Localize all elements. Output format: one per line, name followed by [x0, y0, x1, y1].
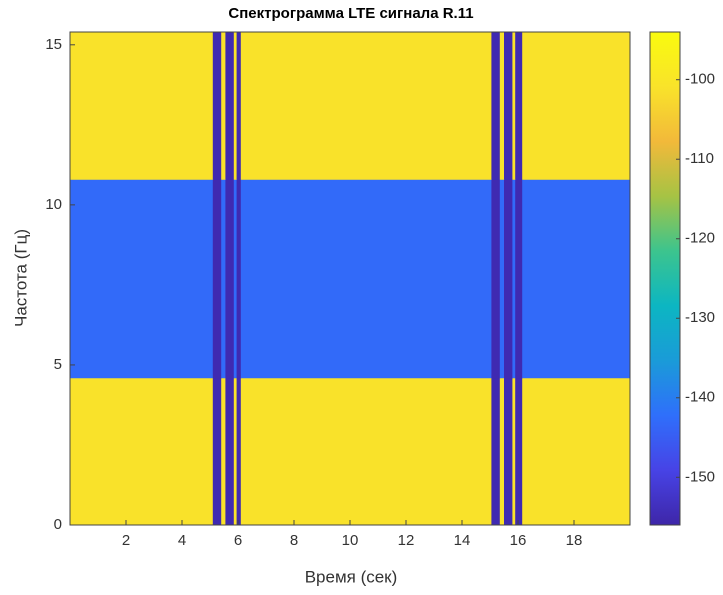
heatmap-cell	[212, 377, 222, 526]
heatmap-cell	[225, 377, 235, 526]
heatmap-cell	[70, 377, 214, 526]
heatmap-cell	[504, 377, 513, 526]
heatmap-cell	[515, 377, 523, 526]
x-tick-label: 6	[234, 532, 242, 549]
y-tick-label: 15	[45, 36, 62, 53]
x-axis-label: Время (сек)	[305, 567, 398, 586]
heatmap-cell	[499, 32, 505, 180]
x-tick-label: 14	[454, 532, 471, 549]
x-tick-label: 4	[178, 532, 186, 549]
heatmap-cell	[221, 377, 226, 526]
heatmap-cell	[225, 32, 235, 180]
colorbar-tick-label: -120	[685, 230, 715, 247]
heatmap-cell	[504, 32, 513, 180]
heatmap-cell	[221, 32, 226, 180]
heatmap-cell	[512, 32, 516, 180]
y-tick-label: 10	[45, 196, 62, 213]
colorbar-tick-label: -140	[685, 389, 715, 406]
heatmap-cell	[233, 377, 238, 526]
heatmap-cell	[522, 179, 631, 379]
x-tick-label: 8	[290, 532, 298, 549]
colorbar	[649, 31, 681, 526]
colorbar-tick-label: -130	[685, 309, 715, 326]
colorbar-tick-label: -150	[685, 468, 715, 485]
heatmap-cell	[491, 32, 501, 180]
heatmap-cell	[491, 179, 501, 379]
heatmap-cell	[240, 179, 492, 379]
heatmap-cell	[236, 179, 242, 379]
heatmap-cell	[221, 179, 226, 379]
heatmap-cell	[499, 179, 505, 379]
heatmap-cell	[70, 32, 214, 180]
colorbar-tick-label: -110	[685, 150, 714, 167]
heatmap-cell	[512, 377, 516, 526]
heatmap-cell	[512, 179, 516, 379]
heatmap-cell	[212, 32, 222, 180]
heatmap-cell	[240, 377, 492, 526]
heatmap-cell	[236, 32, 242, 180]
colorbar-tick-label: -100	[685, 71, 715, 88]
heatmap-cell	[236, 377, 242, 526]
heatmap-cell	[240, 32, 492, 180]
heatmap-cell	[70, 179, 214, 379]
heatmap-cell	[233, 32, 238, 180]
heatmap-cell	[522, 377, 631, 526]
x-tick-label: 12	[398, 532, 415, 549]
heatmap-cell	[504, 179, 513, 379]
x-tick-label: 10	[342, 532, 359, 549]
heatmap-cell	[522, 32, 631, 180]
y-axis-label: Частота (Гц)	[11, 229, 30, 327]
x-tick-label: 16	[510, 532, 527, 549]
x-tick-label: 2	[122, 532, 130, 549]
heatmap-cell	[491, 377, 501, 526]
heatmap-cell	[515, 32, 523, 180]
chart-title: Спектрограмма LTE сигнала R.11	[228, 5, 473, 22]
x-tick-label: 18	[566, 532, 583, 549]
heatmap-cell	[225, 179, 235, 379]
y-tick-label: 0	[54, 516, 62, 533]
heatmap-cell	[515, 179, 523, 379]
heatmap-cell	[233, 179, 238, 379]
heatmap-cell	[499, 377, 505, 526]
y-tick-label: 5	[54, 356, 62, 373]
heatmap-cell	[212, 179, 222, 379]
